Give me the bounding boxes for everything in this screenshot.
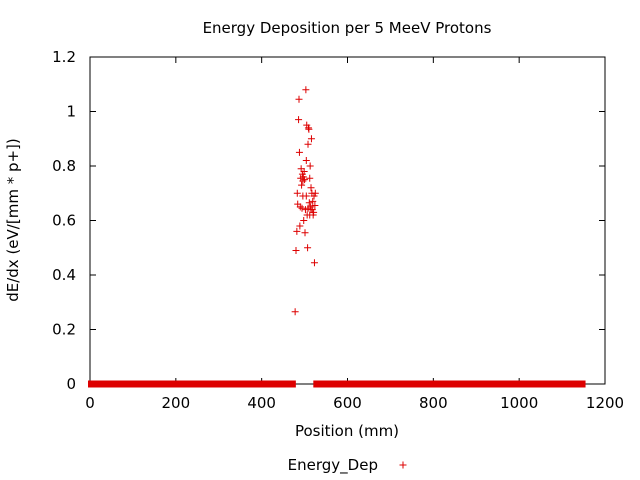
x-tick-label: 800 [419,394,448,412]
legend-marker-symbol [399,461,407,469]
data-point [309,197,317,205]
data-point [306,162,314,170]
data-point [299,192,307,200]
y-tick-label: 0.2 [52,321,76,339]
chart-title: Energy Deposition per 5 MeeV Protons [203,19,492,37]
y-tick-label: 0.8 [52,157,76,175]
x-axis-ticks: 0 200 400 600 800 1000 1200 [85,57,624,412]
data-point [311,202,319,210]
data-point [296,222,304,230]
x-tick-label: 400 [247,394,276,412]
data-point [311,189,319,197]
data-point [307,206,315,214]
data-point [292,246,300,254]
data-point [295,116,303,124]
data-point [306,174,314,182]
baseline-marker-run [88,380,296,388]
data-points [291,86,319,316]
data-point [300,167,308,175]
x-tick-label: 1200 [586,394,624,412]
data-point [305,125,313,133]
data-point [304,140,312,148]
data-point [304,204,312,212]
x-tick-label: 1000 [500,394,538,412]
data-point [301,229,309,237]
data-point [295,148,303,156]
y-tick-label: 1 [66,103,76,121]
data-point [293,227,301,235]
data-point [301,176,309,184]
data-point [300,217,308,224]
legend: Energy_Dep [288,456,407,475]
baseline-marker-run [313,380,586,388]
data-point [291,308,299,316]
data-point [306,211,314,219]
y-axis-ticks: 0 0.2 0.4 0.6 0.8 1 1.2 [52,48,605,393]
data-point [302,157,310,165]
x-tick-label: 200 [162,394,191,412]
legend-label: Energy_Dep [288,456,378,475]
data-point [295,95,303,103]
data-point [310,259,318,267]
y-tick-label: 0.4 [52,266,76,284]
x-tick-label: 600 [333,394,362,412]
y-tick-label: 1.2 [52,48,76,66]
data-point [304,244,312,252]
x-axis-label: Position (mm) [295,422,399,440]
zero-baseline-markers [88,380,586,388]
data-point [302,86,310,94]
x-tick-label: 0 [85,394,95,412]
data-point [307,184,315,192]
data-point [296,203,304,211]
y-tick-label: 0.6 [52,212,76,230]
y-tick-label: 0 [66,375,76,393]
data-point [307,135,315,143]
y-axis-label: dE/dx (eV/[mm * p+]) [4,138,22,302]
data-point [298,181,306,189]
data-point [298,204,306,212]
data-point [293,189,301,197]
data-point [305,199,313,207]
legend-marker [399,461,407,469]
